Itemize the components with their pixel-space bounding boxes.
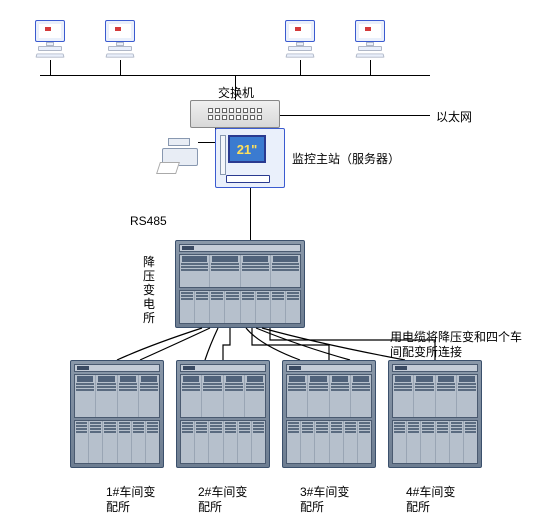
workshop-cabinet-2 — [176, 360, 270, 468]
workshop-cabinet-1 — [70, 360, 164, 468]
workshop1-label-l2: 配所 — [106, 498, 130, 515]
cable-note-l2: 间配变所连接 — [390, 343, 462, 360]
workshop3-label-l2: 配所 — [300, 498, 324, 515]
workshop-cabinet-3 — [282, 360, 376, 468]
workshop-cabinet-4 — [388, 360, 482, 468]
workshop4-label-l2: 配所 — [406, 498, 430, 515]
workshop2-label-l2: 配所 — [198, 498, 222, 515]
